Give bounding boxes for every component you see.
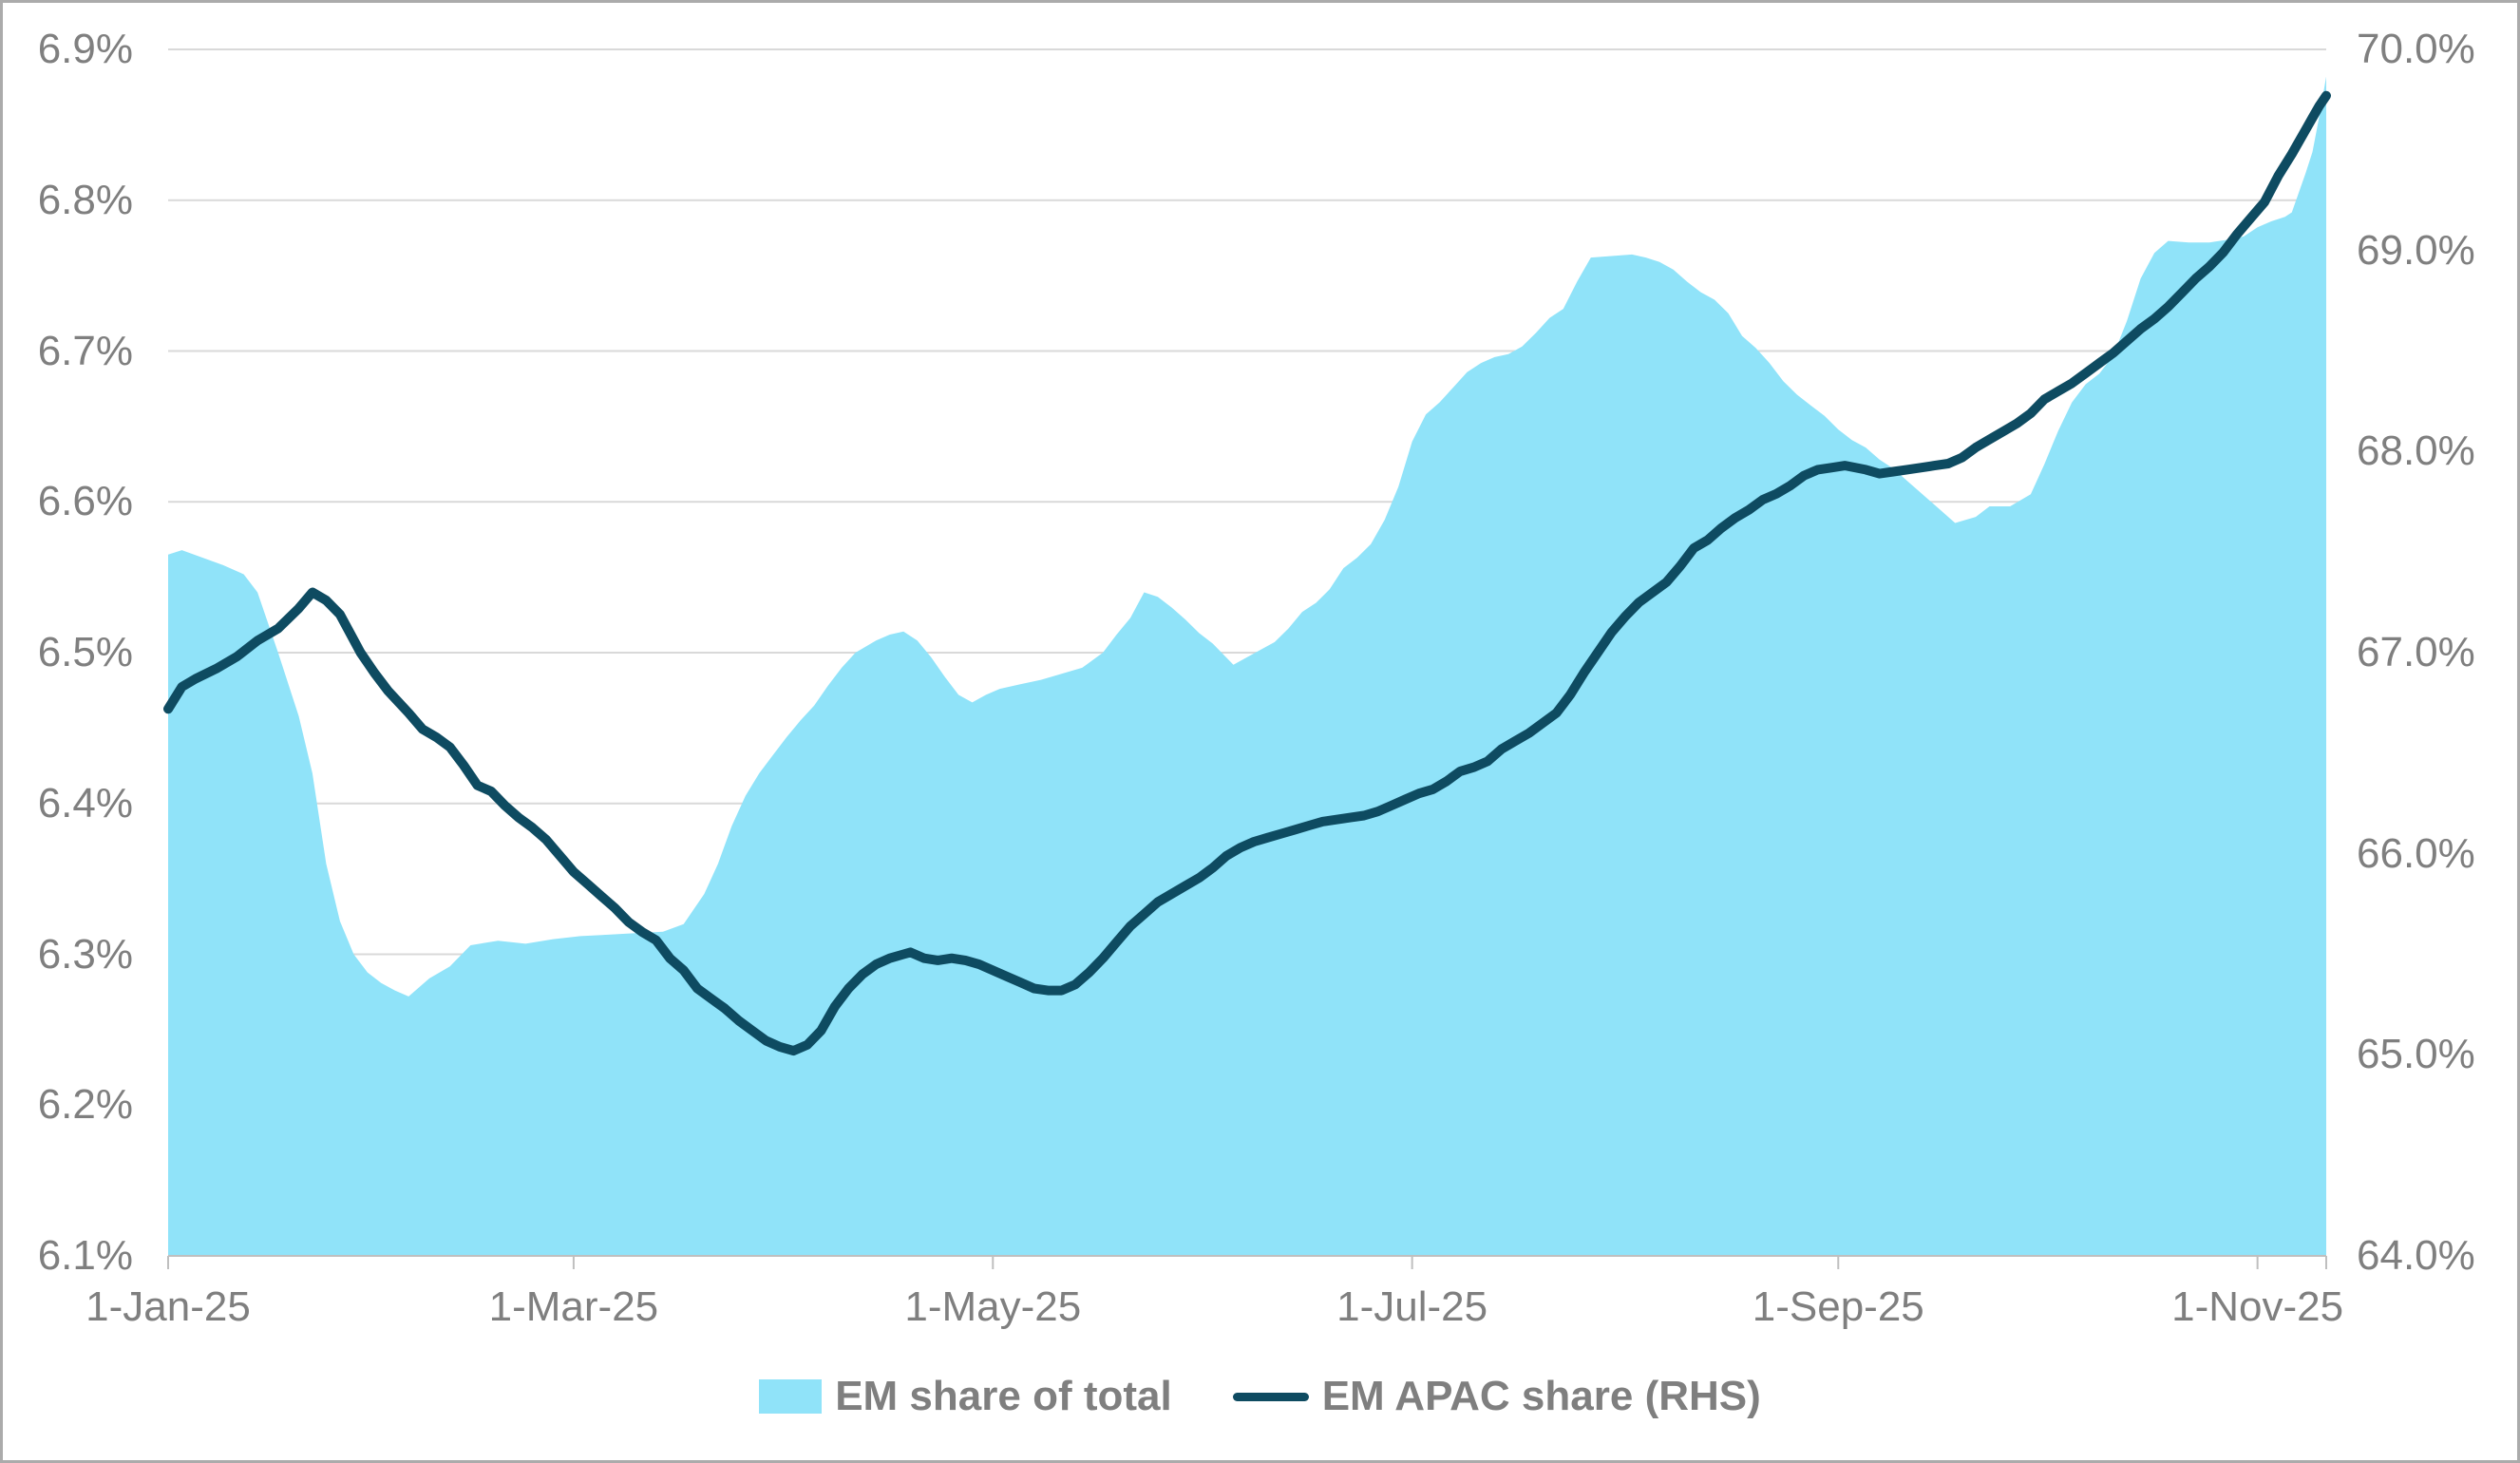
area-series-em-share-of-total xyxy=(168,76,2326,1257)
x-axis-tick-label: 1-Jan-25 xyxy=(85,1283,251,1330)
x-axis-tick-label: 1-Nov-25 xyxy=(2171,1283,2344,1330)
y-axis-right-tick-label: 64.0% xyxy=(2357,1232,2475,1279)
x-axis-tick-label: 1-Mar-25 xyxy=(488,1283,659,1330)
x-axis-tick-label: 1-May-25 xyxy=(904,1283,1082,1330)
area-series-swatch-icon xyxy=(759,1379,823,1414)
y-axis-left-tick-label: 6.3% xyxy=(37,930,133,978)
y-axis-right-tick-label: 67.0% xyxy=(2357,629,2475,675)
y-axis-right-tick-label: 68.0% xyxy=(2357,428,2475,475)
line-series-swatch-icon xyxy=(1232,1392,1309,1401)
legend-item-line-series: EM APAC share (RHS) xyxy=(1232,1373,1761,1420)
y-axis-right-tick-label: 66.0% xyxy=(2357,829,2475,877)
legend-label-line-series: EM APAC share (RHS) xyxy=(1321,1373,1761,1419)
y-axis-left-tick-label: 6.7% xyxy=(37,327,133,374)
line-series-em-apac-share xyxy=(163,90,2331,1056)
y-axis-left-tick-label: 6.8% xyxy=(37,176,133,223)
y-axis-right-tick-label: 69.0% xyxy=(2357,226,2475,274)
legend: EM share of total EM APAC share (RHS) xyxy=(0,1366,2520,1427)
y-axis-left-tick-label: 6.5% xyxy=(37,629,133,675)
y-axis-left-tick-label: 6.1% xyxy=(37,1232,133,1279)
y-axis-right-tick-label: 65.0% xyxy=(2357,1031,2475,1078)
y-axis-right-tick-label: 70.0% xyxy=(2357,26,2475,72)
y-axis-left-tick-label: 6.4% xyxy=(37,779,133,826)
y-axis-left-tick-label: 6.2% xyxy=(37,1081,133,1129)
legend-item-area-series: EM share of total xyxy=(759,1373,1172,1420)
y-axis-left-tick-label: 6.9% xyxy=(37,26,133,72)
y-axis-left-tick-label: 6.6% xyxy=(37,478,133,525)
x-axis-tick-label: 1-Sep-25 xyxy=(1752,1283,1924,1330)
x-axis-tick-label: 1-Jul-25 xyxy=(1336,1283,1488,1330)
legend-label-area-series: EM share of total xyxy=(835,1373,1172,1419)
